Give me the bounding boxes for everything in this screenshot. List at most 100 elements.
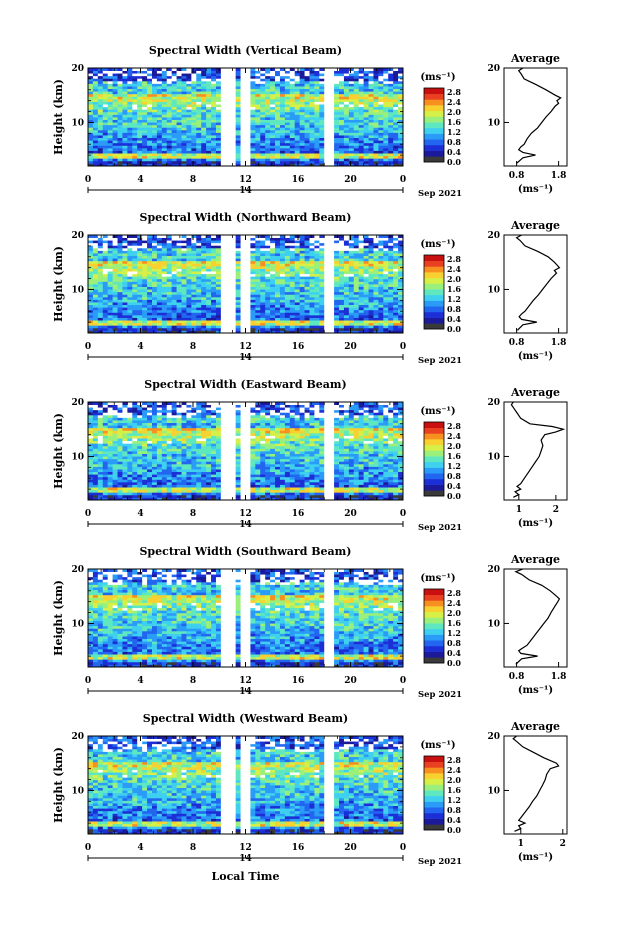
heatmap-cell [373, 122, 378, 125]
heatmap-cell [373, 318, 378, 321]
heatmap-cell [270, 245, 275, 248]
heatmap-cell [226, 161, 231, 164]
heatmap-cell [231, 266, 236, 269]
heatmap-cell [122, 243, 127, 246]
heatmap-cell [270, 91, 275, 94]
heatmap-cell [324, 112, 329, 115]
heatmap-cell [393, 76, 398, 79]
heatmap-cell [324, 109, 329, 112]
heatmap-cell [329, 76, 334, 79]
heatmap-cell [216, 258, 221, 261]
heatmap-cell [103, 287, 108, 290]
heatmap-cell [93, 305, 98, 308]
heatmap-cell [393, 294, 398, 297]
heatmap-cell [319, 258, 324, 261]
heatmap-cell [383, 292, 388, 295]
heatmap-cell [167, 240, 172, 243]
heatmap-cell [113, 284, 118, 287]
heatmap-cell [270, 284, 275, 287]
heatmap-cell [186, 274, 191, 277]
heatmap-cell [172, 143, 177, 146]
heatmap-cell [250, 243, 255, 246]
heatmap-cell [280, 318, 285, 321]
heatmap-cell [359, 299, 364, 302]
heatmap-cell [191, 274, 196, 277]
heatmap-cell [300, 258, 305, 261]
heatmap-cell [285, 253, 290, 256]
heatmap-cell [186, 161, 191, 164]
heatmap-cell [280, 130, 285, 133]
heatmap-cell [118, 263, 123, 266]
heatmap-cell [127, 127, 132, 130]
heatmap-cell [103, 323, 108, 326]
heatmap-cell [113, 238, 118, 241]
heatmap-cell [285, 302, 290, 305]
heatmap-cell [108, 71, 113, 74]
heatmap-cell [270, 109, 275, 112]
heatmap-cell [373, 71, 378, 74]
heatmap-cell [305, 271, 310, 274]
heatmap-cell [127, 315, 132, 318]
heatmap-cell [167, 307, 172, 310]
heatmap-cell [334, 71, 339, 74]
heatmap-cell [113, 269, 118, 272]
heatmap-cell [221, 125, 226, 128]
heatmap-cell [246, 250, 251, 253]
heatmap-cell [93, 132, 98, 135]
heatmap-cell [191, 130, 196, 133]
heatmap-cell [216, 279, 221, 282]
heatmap-cell [250, 250, 255, 253]
heatmap-cell [103, 253, 108, 256]
heatmap-cell [118, 125, 123, 128]
heatmap-cell [359, 284, 364, 287]
heatmap-cell [369, 91, 374, 94]
heatmap-cell [285, 91, 290, 94]
heatmap-cell [250, 158, 255, 161]
heatmap-cell [339, 305, 344, 308]
heatmap-cell [364, 145, 369, 148]
heatmap-cell [167, 71, 172, 74]
heatmap-cell [300, 320, 305, 323]
heatmap-cell [324, 140, 329, 143]
heatmap-cell [206, 161, 211, 164]
heatmap-cell [142, 161, 147, 164]
heatmap-cell [393, 94, 398, 97]
heatmap-cell [98, 274, 103, 277]
heatmap-cell [241, 114, 246, 117]
heatmap-cell [329, 125, 334, 128]
heatmap-cell [255, 104, 260, 107]
heatmap-cell [226, 112, 231, 115]
heatmap-cell [265, 325, 270, 328]
heatmap-cell [118, 102, 123, 105]
heatmap-cell [324, 287, 329, 290]
heatmap-cell [191, 127, 196, 130]
day-label: 14 [239, 186, 252, 196]
heatmap-cell [383, 127, 388, 130]
heatmap-cell [319, 287, 324, 290]
colorbar-swatch [424, 139, 444, 145]
heatmap-cell [98, 269, 103, 272]
heatmap-cell [122, 114, 127, 117]
heatmap-cell [201, 312, 206, 315]
heatmap-cell [359, 151, 364, 154]
heatmap-cell [167, 281, 172, 284]
heatmap-cell [270, 104, 275, 107]
heatmap-cell [122, 256, 127, 259]
heatmap-cell [216, 86, 221, 89]
heatmap-cell [201, 271, 206, 274]
heatmap-cell [349, 274, 354, 277]
heatmap-cell [122, 109, 127, 112]
heatmap-cell [172, 120, 177, 123]
heatmap-cell [378, 281, 383, 284]
heatmap-cell [157, 297, 162, 300]
heatmap-cell [290, 284, 295, 287]
heatmap-cell [388, 297, 393, 300]
heatmap-cell [275, 71, 280, 74]
heatmap-cell [285, 328, 290, 331]
heatmap-cell [226, 148, 231, 151]
heatmap-cell [314, 109, 319, 112]
heatmap-cell [319, 312, 324, 315]
heatmap-cell [206, 132, 211, 135]
heatmap-cell [246, 140, 251, 143]
heatmap-cell [280, 151, 285, 154]
